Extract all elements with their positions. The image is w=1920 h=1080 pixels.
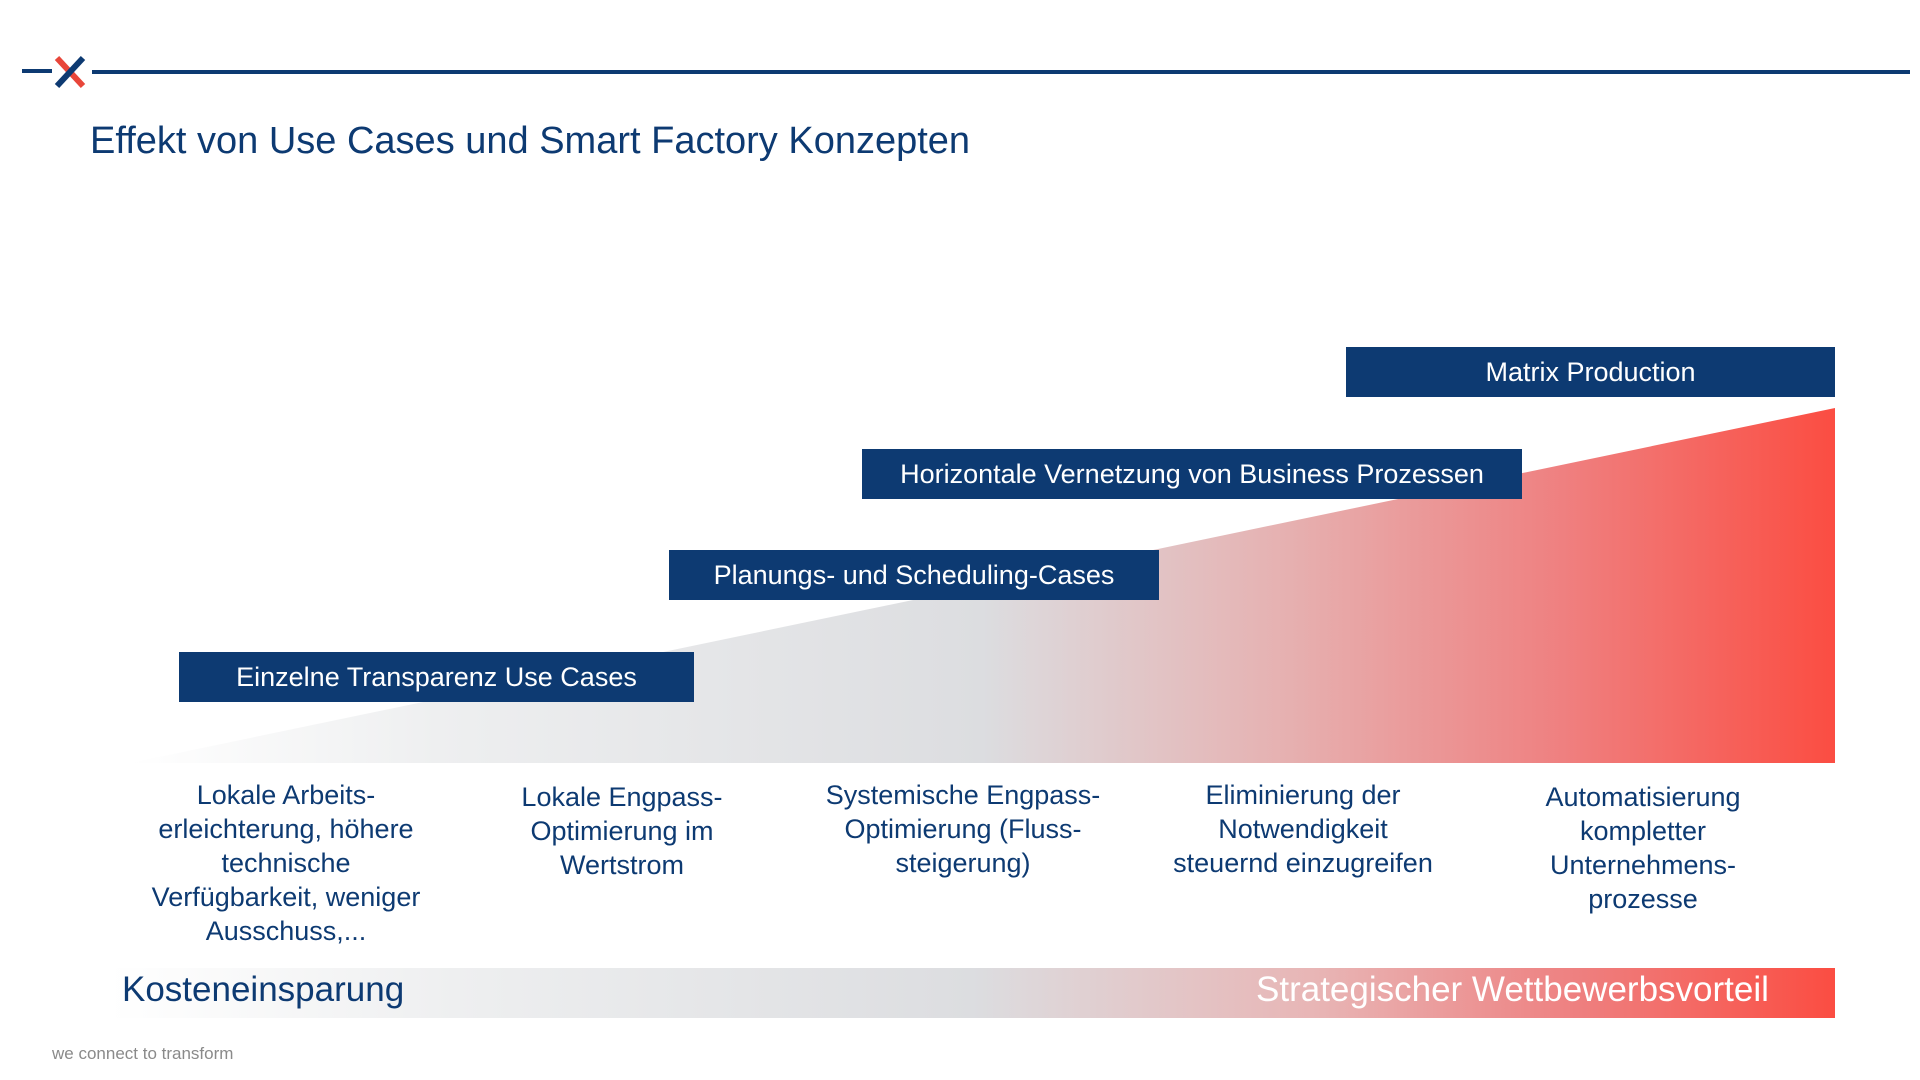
x-logo-icon (22, 52, 98, 92)
bottom-label-competitive-advantage: Strategischer Wettbewerbsvorteil (1256, 970, 1769, 1009)
stage-box-horizontal-integration: Horizontale Vernetzung von Business Proz… (862, 449, 1522, 499)
effect-text-2: Lokale Engpass-Optimierung im Wertstrom (521, 782, 723, 880)
effect-text-4: Eliminierung der Notwendigkeit steuernd … (1173, 780, 1433, 878)
stage-box-transparency: Einzelne Transparenz Use Cases (179, 652, 694, 702)
effect-text-3: Systemische Engpass-Optimierung (Fluss-s… (825, 780, 1101, 878)
effect-text-5: Automatisierung kompletter Unternehmens-… (1545, 782, 1741, 914)
stage-box-scheduling: Planungs- und Scheduling-Cases (669, 550, 1159, 600)
header-rule (92, 70, 1910, 74)
footer-tagline: we connect to transform (52, 1044, 234, 1063)
page-title: Effekt von Use Cases und Smart Factory K… (90, 120, 971, 162)
benefit-gradient-bar (110, 968, 1835, 1018)
bottom-label-cost-savings: Kosteneinsparung (122, 970, 405, 1009)
effect-text-1: Lokale Arbeits-erleichterung, höhere tec… (151, 780, 421, 946)
stage-box-matrix-production: Matrix Production (1346, 347, 1835, 397)
